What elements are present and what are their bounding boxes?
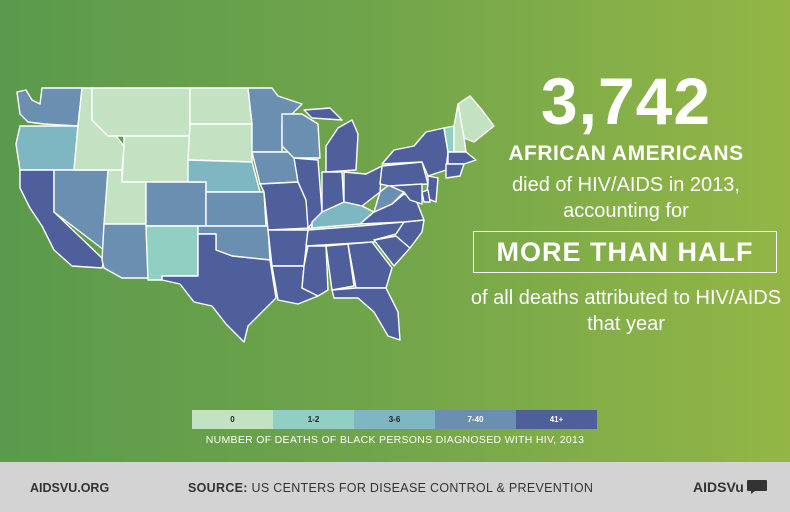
state-nd bbox=[189, 87, 253, 125]
statement-text-2: of all deaths attributed to HIV/AIDS tha… bbox=[470, 287, 782, 335]
legend-bin-7-40: 7-40 bbox=[435, 410, 516, 429]
state-wi bbox=[281, 113, 321, 159]
state-nm bbox=[145, 225, 199, 281]
site-link[interactable]: AIDSVU.ORG bbox=[30, 481, 110, 495]
death-count: 3,742 bbox=[540, 64, 712, 138]
source-citation: SOURCE: US CENTERS FOR DISEASE CONTROL &… bbox=[188, 481, 593, 495]
state-pa bbox=[379, 161, 429, 187]
state-ia bbox=[251, 151, 299, 185]
state-ma bbox=[447, 151, 477, 165]
legend-bin-3-6: 3-6 bbox=[354, 410, 435, 429]
population-label: AFRICAN AMERICANS bbox=[508, 142, 744, 165]
emphasis-box: MORE THAN HALF bbox=[473, 231, 777, 273]
state-al bbox=[325, 243, 355, 291]
speech-bubble-icon bbox=[746, 480, 767, 494]
state-ct bbox=[445, 163, 465, 179]
state-ks bbox=[205, 191, 267, 227]
aidsvu-logo: AIDSVu bbox=[693, 479, 768, 495]
state-wa bbox=[16, 87, 83, 127]
state-nh bbox=[453, 103, 467, 153]
state-sd bbox=[187, 123, 253, 163]
state-ar bbox=[267, 229, 309, 267]
legend-title: NUMBER OF DEATHS OF BLACK PERSONS DIAGNO… bbox=[205, 434, 585, 446]
state-nc bbox=[373, 219, 425, 249]
legend-bin-41-plus: 41+ bbox=[516, 410, 597, 429]
state-il bbox=[293, 157, 323, 229]
state-de bbox=[421, 189, 431, 203]
state-oh bbox=[343, 165, 383, 207]
logo-text: AIDSVu bbox=[693, 479, 744, 495]
state-md bbox=[389, 183, 423, 205]
source-label: SOURCE: bbox=[188, 481, 248, 495]
state-mi bbox=[303, 107, 359, 173]
state-az bbox=[101, 223, 149, 279]
state-or bbox=[15, 125, 79, 171]
state-ms bbox=[301, 245, 329, 297]
statement-text-1: died of HIV/AIDS in 2013, accounting for bbox=[512, 174, 740, 222]
state-ky bbox=[311, 201, 375, 229]
legend-bin-0: 0 bbox=[192, 410, 273, 429]
state-ga bbox=[347, 241, 393, 289]
us-states-map bbox=[15, 87, 495, 343]
state-mt bbox=[91, 87, 191, 137]
state-fl bbox=[331, 287, 401, 341]
state-tx bbox=[161, 233, 277, 343]
state-co bbox=[145, 181, 207, 227]
legend-bin-1-2: 1-2 bbox=[273, 410, 354, 429]
footer: AIDSVU.ORG SOURCE: US CENTERS FOR DISEAS… bbox=[0, 462, 790, 512]
state-wy bbox=[121, 135, 191, 183]
source-text: US CENTERS FOR DISEASE CONTROL & PREVENT… bbox=[251, 481, 594, 495]
legend: 0 1-2 3-6 7-40 41+ bbox=[192, 410, 597, 429]
